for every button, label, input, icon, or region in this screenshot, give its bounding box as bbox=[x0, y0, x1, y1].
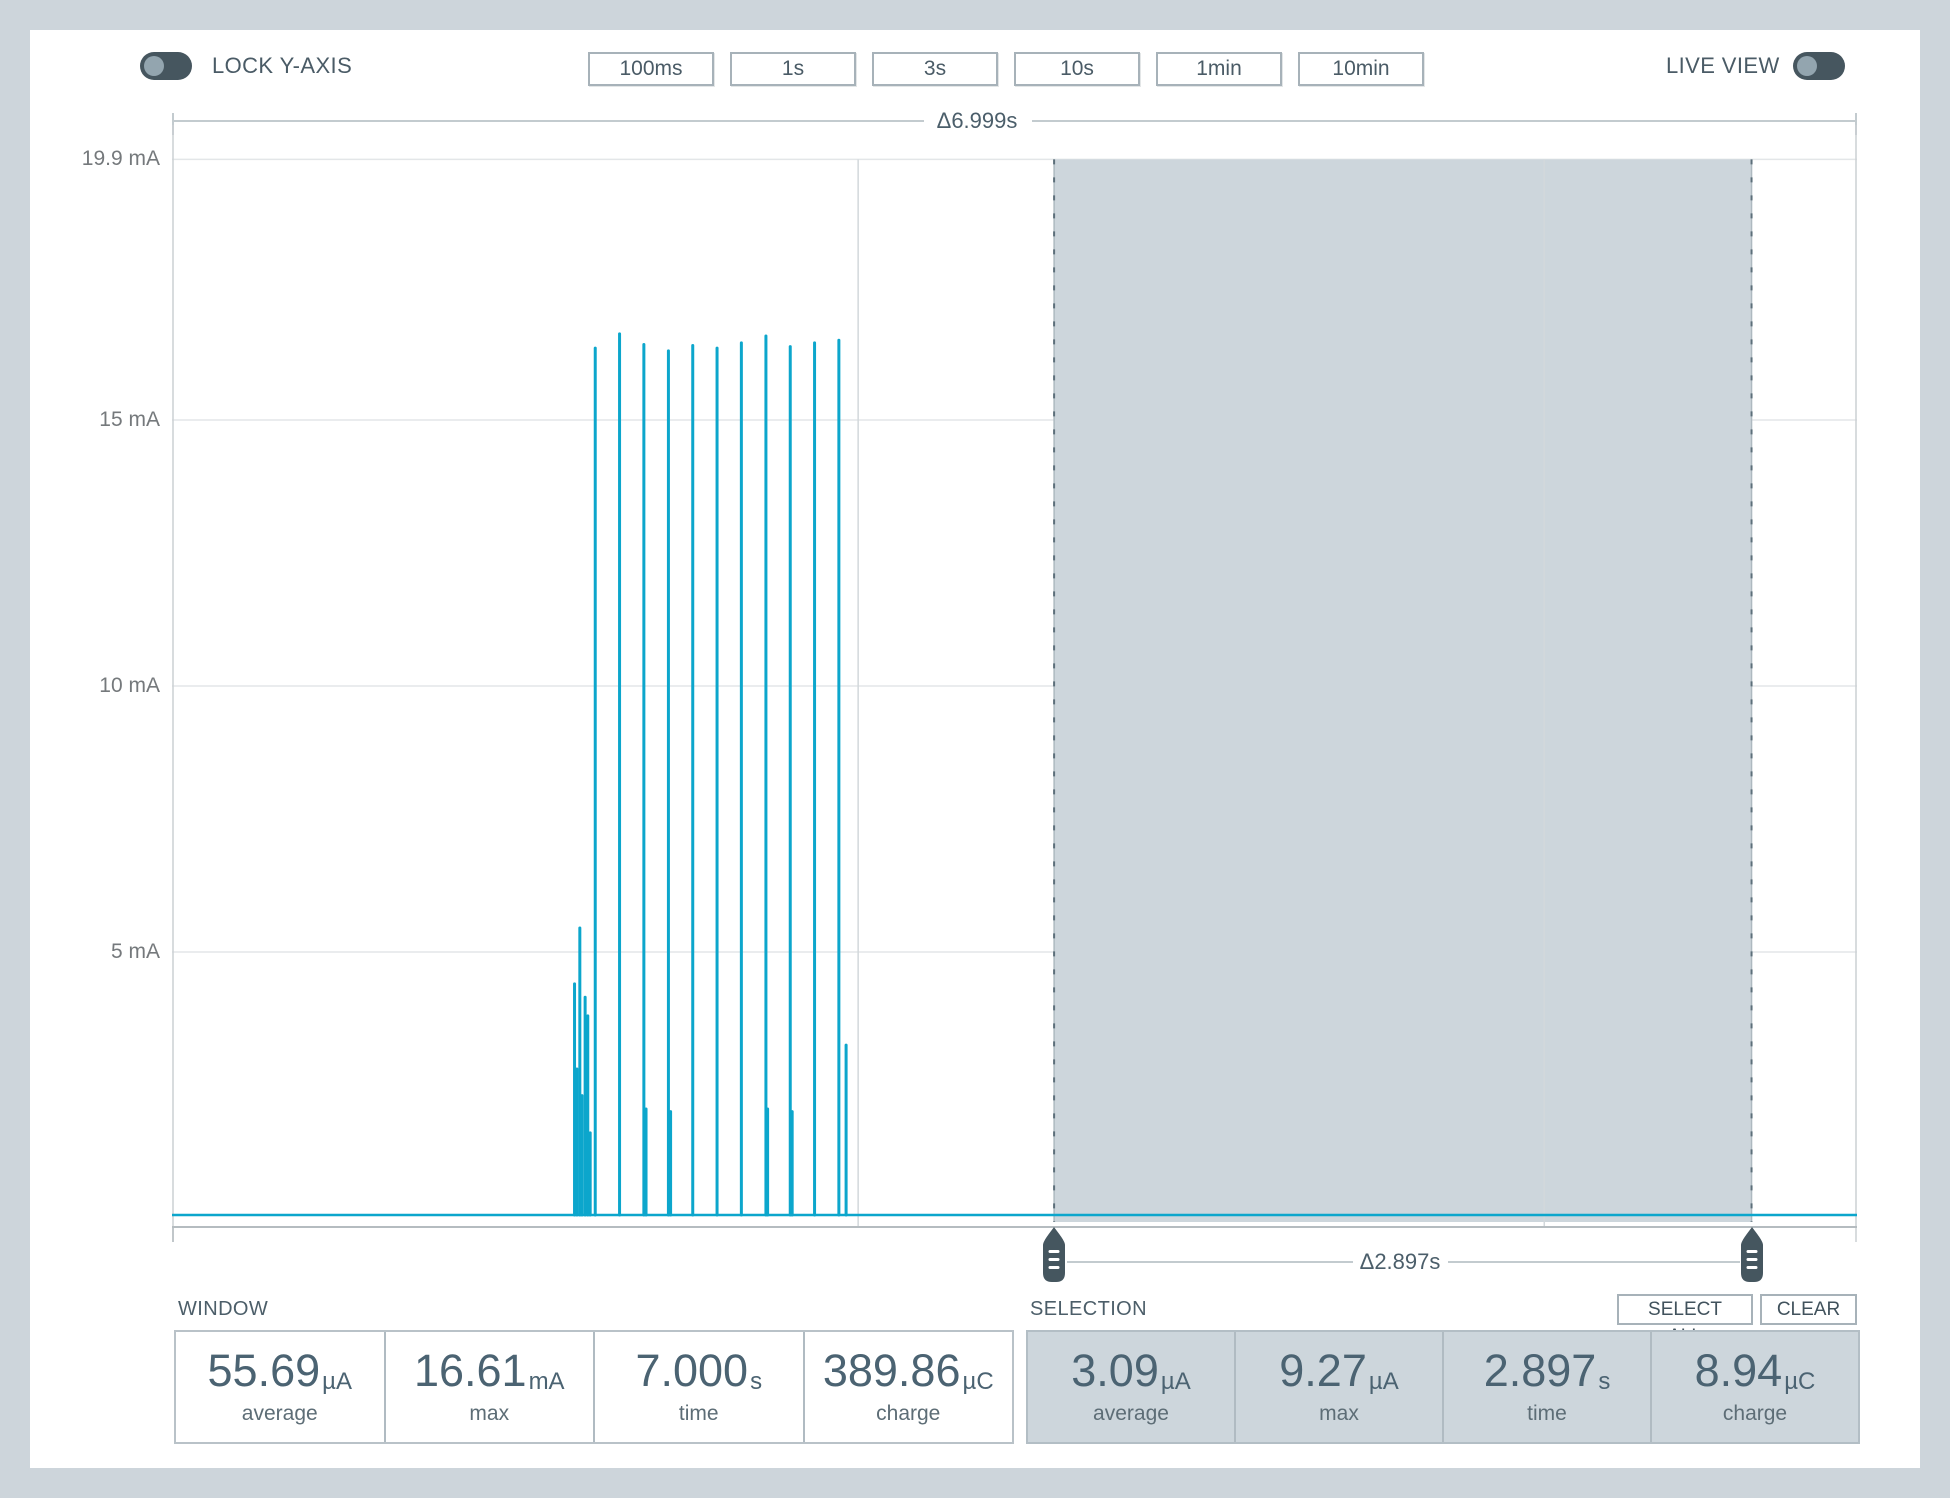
selection-stats-panel: 3.09µA average 9.27µA max 2.897s time 8.… bbox=[1026, 1330, 1860, 1444]
zoom-preset-10s-button[interactable]: 10s bbox=[1014, 52, 1140, 86]
zoom-preset-100ms-button[interactable]: 100ms bbox=[588, 52, 714, 86]
window-section-label: WINDOW bbox=[178, 1298, 269, 1320]
selection-ruler-line-left bbox=[1067, 1261, 1353, 1263]
select-all-button[interactable]: SELECT ALL bbox=[1617, 1294, 1753, 1347]
selection-handle-left[interactable] bbox=[1041, 1227, 1067, 1283]
window-ruler-line-left bbox=[174, 120, 924, 122]
window-time-stat: 7.000s time bbox=[593, 1332, 803, 1442]
window-average-stat: 55.69µA average bbox=[207, 1345, 352, 1425]
y-axis-label: 19.9 mA bbox=[81, 147, 160, 171]
selection-section-label: SELECTION bbox=[1030, 1298, 1147, 1320]
window-ruler-left-tick bbox=[172, 113, 174, 135]
clear-button[interactable]: CLEAR bbox=[1760, 1294, 1857, 1325]
live-view-label: LIVE VIEW bbox=[1666, 53, 1780, 78]
zoom-preset-10min-button[interactable]: 10min bbox=[1298, 52, 1424, 86]
toggle-knob-icon bbox=[1797, 56, 1817, 76]
selection-delta-label: Δ2.897s bbox=[1359, 1249, 1441, 1274]
selection-average-stat: 3.09µA average bbox=[1071, 1345, 1191, 1425]
y-axis-label: 15 mA bbox=[99, 408, 160, 431]
selection-time-stat: 2.897s time bbox=[1442, 1332, 1650, 1442]
window-ruler-line-right bbox=[1032, 120, 1855, 122]
window-charge-stat: 389.86µC charge bbox=[802, 1332, 1013, 1442]
y-axis-label: 5 mA bbox=[110, 940, 160, 963]
selection-handle-right[interactable] bbox=[1739, 1227, 1765, 1283]
zoom-preset-1min-button[interactable]: 1min bbox=[1156, 52, 1282, 86]
zoom-preset-1s-button[interactable]: 1s bbox=[730, 52, 856, 86]
window-ruler-right-tick bbox=[1855, 113, 1857, 135]
selection-ruler-line-right bbox=[1448, 1261, 1740, 1263]
window-max-stat: 16.61mA max bbox=[383, 1332, 594, 1442]
window-delta-label: Δ6.999s bbox=[936, 108, 1018, 133]
lock-y-axis-toggle[interactable] bbox=[140, 52, 192, 80]
selection-max-stat: 9.27µA max bbox=[1234, 1332, 1442, 1442]
selection-charge-stat: 8.94µC charge bbox=[1650, 1332, 1858, 1442]
window-stats-panel: 55.69µA average 16.61mA max 7.000s time … bbox=[174, 1330, 1014, 1444]
zoom-preset-3s-button[interactable]: 3s bbox=[872, 52, 998, 86]
current-chart[interactable] bbox=[172, 125, 1857, 1247]
toggle-knob-icon bbox=[144, 56, 164, 76]
y-axis-label: 10 mA bbox=[99, 674, 160, 697]
live-view-toggle[interactable] bbox=[1793, 52, 1845, 80]
lock-y-axis-label: LOCK Y-AXIS bbox=[212, 53, 353, 78]
